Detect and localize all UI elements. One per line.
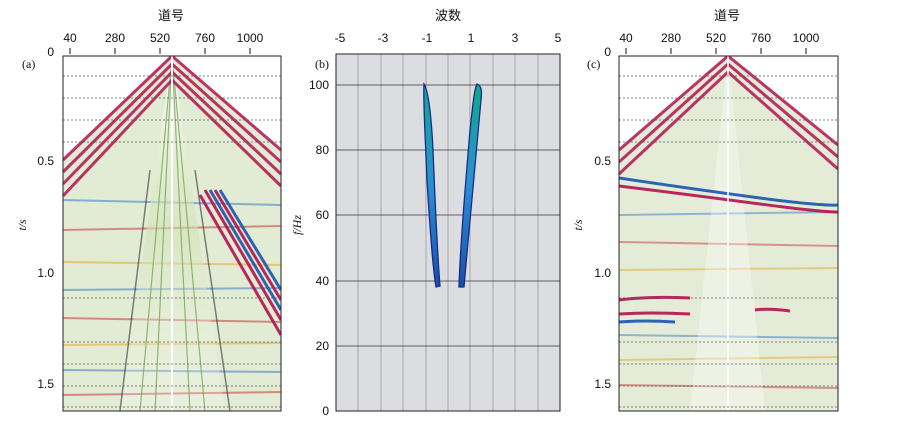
panel-a: 道号 40 280 520 760 1000 (a) t/s 0 0.5 1.0…	[15, 9, 282, 412]
panel-b-left-tick: 20	[316, 339, 330, 353]
panel-c-left-tick: 1.0	[594, 266, 611, 280]
panel-a-y-axis-label: t/s	[15, 219, 29, 231]
panel-b-fk-spectrum	[336, 54, 560, 411]
panel-b-top-tick: 5	[555, 31, 562, 45]
panel-a-left-tick: 1.0	[37, 266, 54, 280]
panel-b-y-axis-label: f/Hz	[290, 215, 304, 235]
panel-c-frame	[618, 55, 839, 412]
panel-b-left-ticks: 0 20 40 60 80 100	[309, 78, 329, 418]
panel-a-left-tick: 0	[47, 45, 54, 59]
panel-a-left-tick: 1.5	[37, 377, 54, 391]
panel-a-label: (a)	[22, 57, 35, 71]
panel-c-top-tick: 760	[751, 31, 771, 45]
panel-b-top-ticks: -5 -3 -1 1 3 5	[335, 31, 562, 45]
panel-c-top-tick: 520	[706, 31, 726, 45]
panel-a-top-tick: 1000	[237, 31, 264, 45]
panel-c-top-tick: 1000	[793, 31, 820, 45]
panel-a-seismic-section	[63, 56, 281, 411]
panel-b-left-tick: 0	[322, 404, 329, 418]
panel-b: 波数 -5 -3 -1 1 3 5 (b) f/Hz 0 20 40 60 80…	[290, 9, 562, 418]
panel-c-left-tick: 0.5	[594, 154, 611, 168]
panel-b-top-tick: -3	[378, 31, 389, 45]
panel-a-top-tick: 280	[105, 31, 125, 45]
panel-b-left-tick: 60	[316, 208, 330, 222]
panel-c-left-tick: 0	[604, 45, 611, 59]
panel-b-top-tick: 3	[512, 31, 519, 45]
panel-c-seismic-section	[619, 56, 838, 411]
panel-a-top-tick: 40	[63, 31, 77, 45]
panel-a-top-tick: 760	[195, 31, 215, 45]
panel-b-top-tick: -5	[335, 31, 346, 45]
panel-b-top-tick: -1	[422, 31, 433, 45]
panel-c-top-tick: 280	[661, 31, 681, 45]
panel-a-top-tick: 520	[150, 31, 170, 45]
panel-c-y-axis-label: t/s	[571, 219, 585, 231]
panel-b-top-title: 波数	[435, 9, 461, 24]
panel-c-left-tick: 1.5	[594, 377, 611, 391]
panel-a-left-ticks: 0 0.5 1.0 1.5	[37, 45, 54, 391]
panel-c: 道号 40 280 520 760 1000 (c) t/s 0 0.5 1.0…	[571, 9, 839, 412]
panel-b-left-tick: 80	[316, 143, 330, 157]
panel-a-frame	[62, 55, 282, 412]
panel-b-left-tick: 100	[309, 78, 329, 92]
panel-c-top-ticks: 40 280 520 760 1000	[619, 31, 820, 54]
panel-a-top-ticks: 40 280 520 760 1000	[63, 31, 264, 54]
panel-c-label: (c)	[587, 57, 600, 71]
panel-c-left-ticks: 0 0.5 1.0 1.5	[594, 45, 611, 391]
panel-b-label: (b)	[315, 57, 329, 71]
panel-b-left-tick: 40	[316, 274, 330, 288]
fk-band-positive	[458, 83, 483, 288]
fk-band-negative	[423, 82, 441, 288]
panel-b-frame	[335, 53, 561, 412]
panel-c-top-tick: 40	[619, 31, 633, 45]
panel-a-left-tick: 0.5	[37, 154, 54, 168]
panel-b-top-tick: 1	[468, 31, 475, 45]
panel-c-top-title: 道号	[714, 9, 740, 24]
panel-a-top-title: 道号	[158, 9, 184, 24]
